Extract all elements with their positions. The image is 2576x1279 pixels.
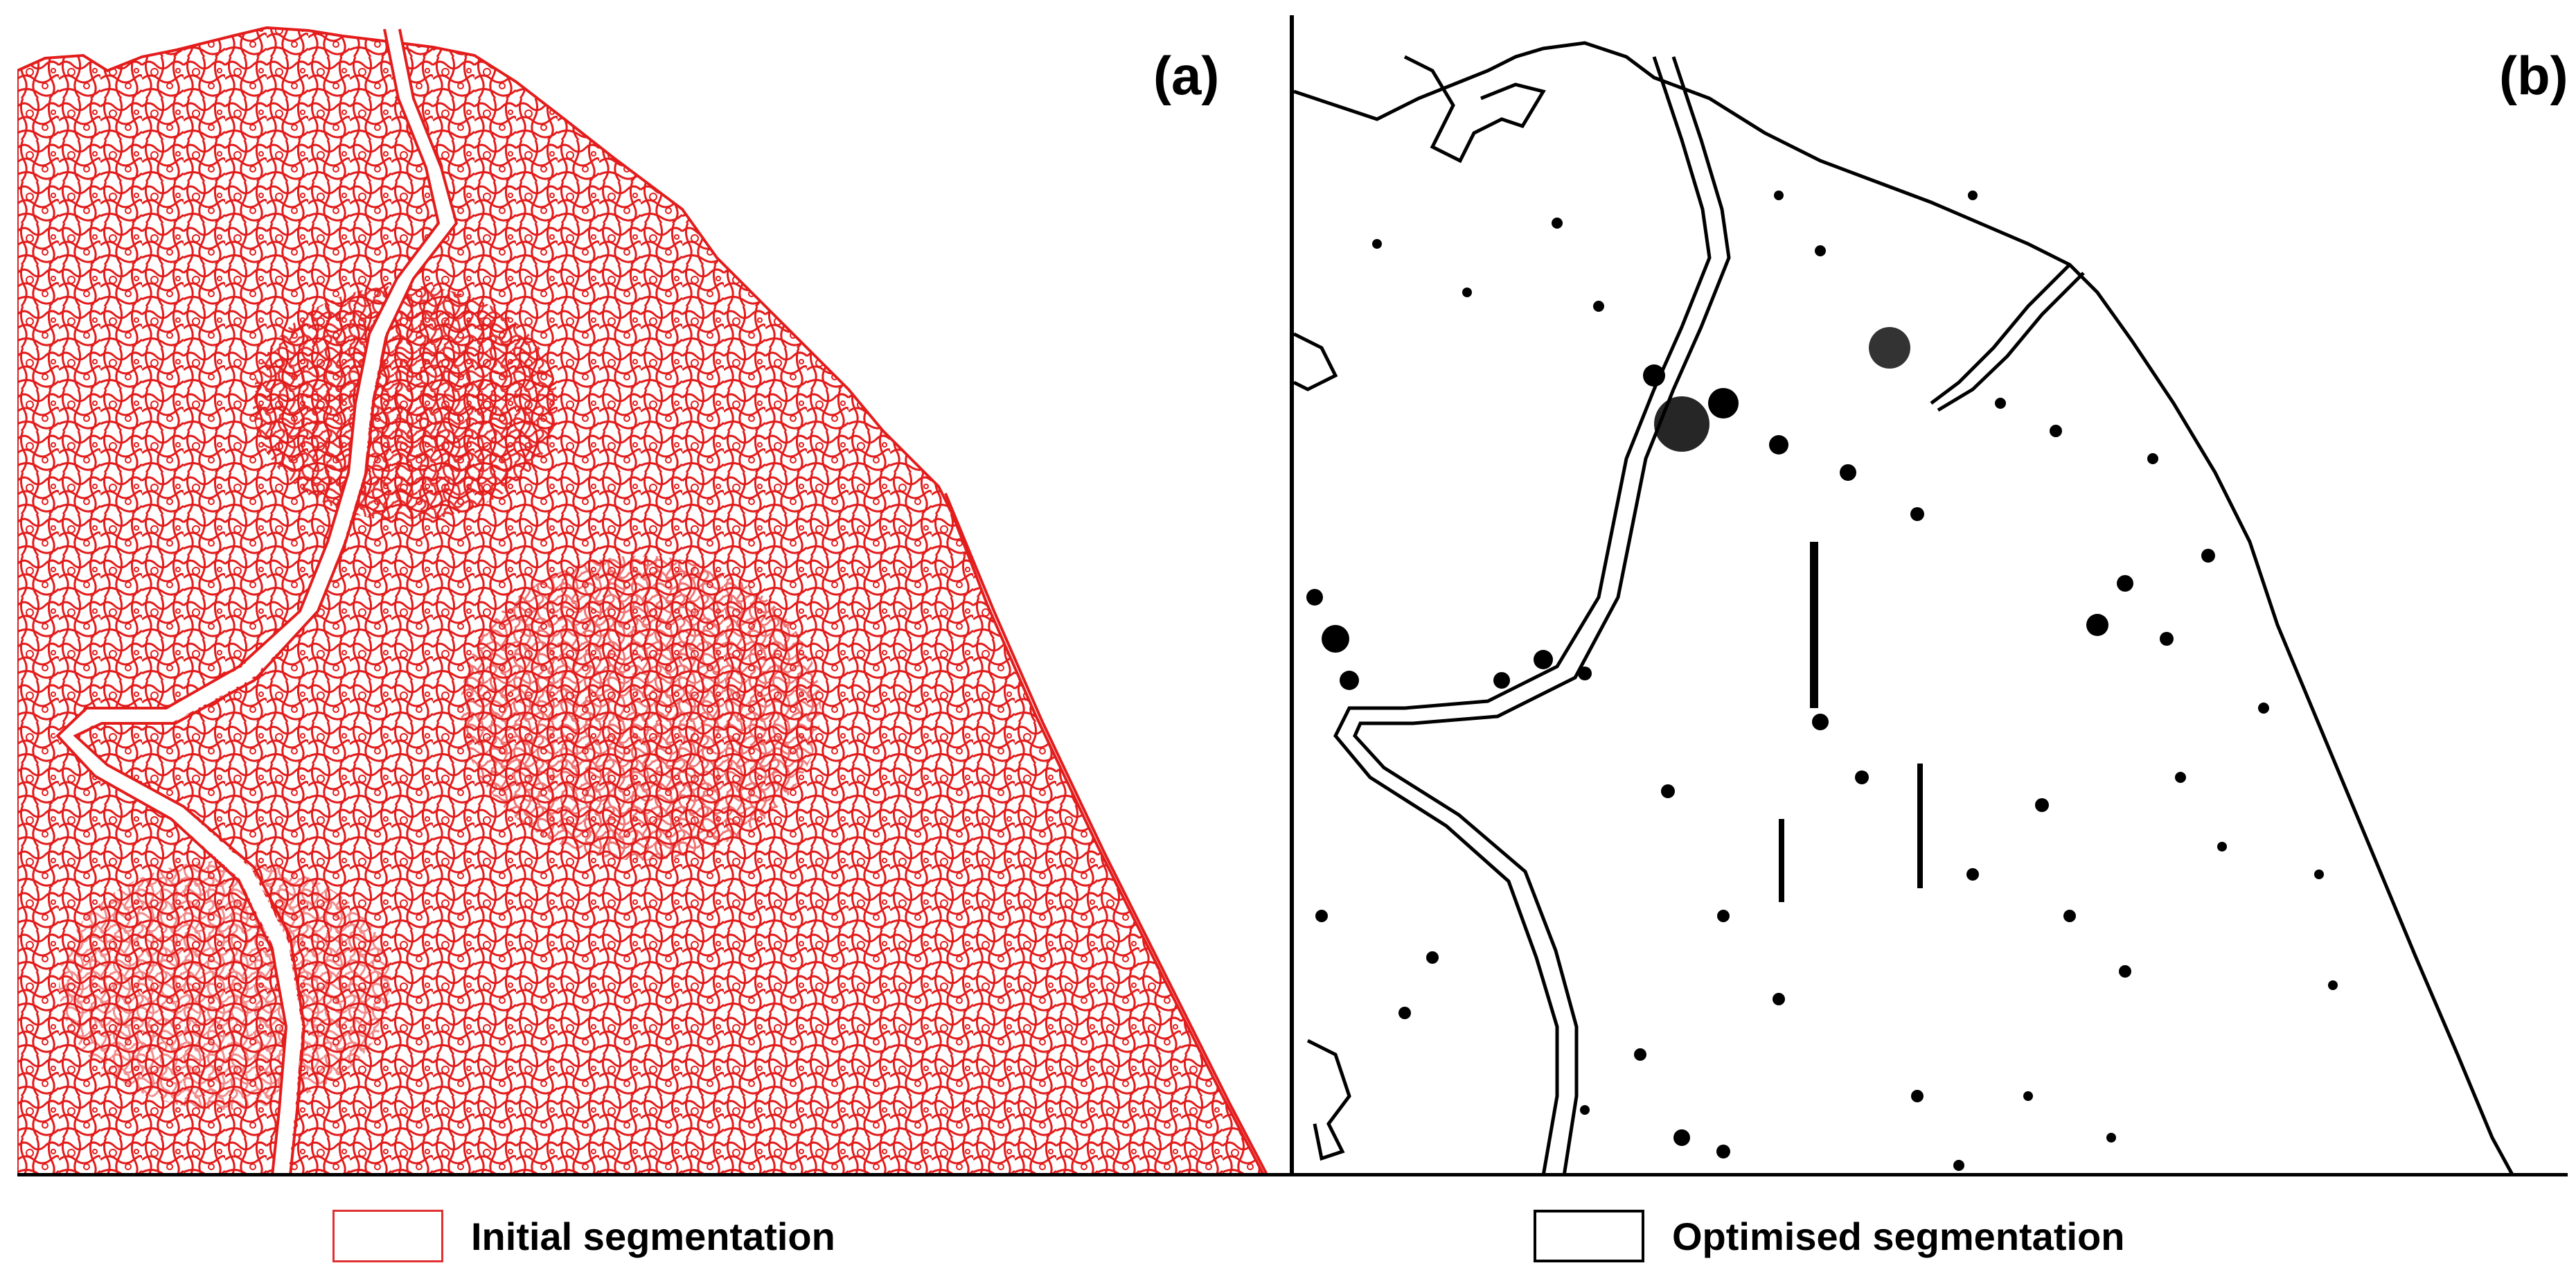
panel-b-label: (b) <box>2499 45 2568 106</box>
legend-optimised-label: Optimised segmentation <box>1672 1214 2125 1258</box>
legend-swatch-black <box>1534 1210 1644 1262</box>
legend-initial-label: Initial segmentation <box>471 1214 835 1258</box>
legend-swatch-red <box>332 1210 443 1262</box>
optimised-segmentation-map <box>1294 41 2515 1176</box>
panel-optimised-segmentation: (b) <box>1290 15 2568 1176</box>
bottom-axis-line <box>17 1173 2568 1176</box>
river-b <box>1333 56 1712 1176</box>
panel-a-label: (a) <box>1153 45 1220 106</box>
river-a <box>54 27 455 1176</box>
segment-dots-b <box>1306 191 2338 1171</box>
legend-optimised-segmentation: Optimised segmentation <box>1534 1208 2124 1264</box>
initial-segmentation-map <box>17 26 1269 1176</box>
panel-initial-segmentation: (a) <box>17 15 1290 1176</box>
coastline-b <box>1294 41 2515 1176</box>
legend-initial-segmentation: Initial segmentation <box>332 1208 835 1264</box>
